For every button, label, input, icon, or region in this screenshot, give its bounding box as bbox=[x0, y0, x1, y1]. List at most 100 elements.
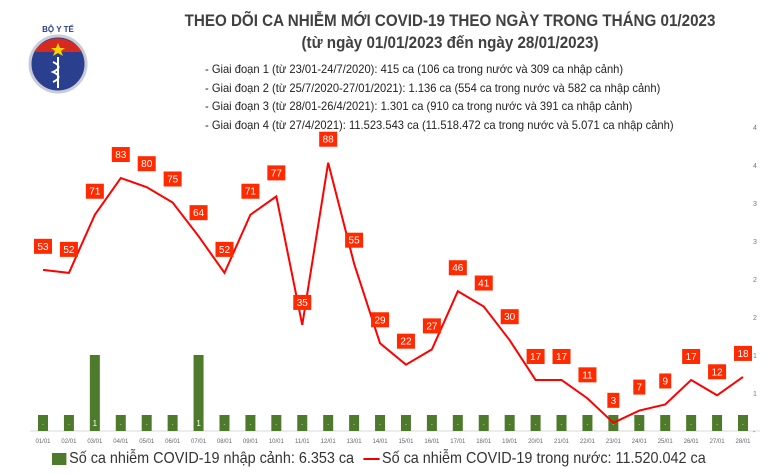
bar-data-label: 1 bbox=[93, 419, 98, 428]
phase-note: - Giai đoạn 4 (từ 27/4/2021): 11.523.543… bbox=[205, 117, 674, 132]
line-data-label: 12 bbox=[712, 367, 724, 378]
bar-data-label: - bbox=[535, 422, 537, 428]
line-data-label-bg bbox=[659, 373, 672, 389]
bar-data-label: - bbox=[431, 422, 433, 428]
bar-data-label: - bbox=[224, 422, 226, 428]
right-axis-tick-label: 3 bbox=[753, 239, 757, 246]
line-data-label: 75 bbox=[167, 175, 179, 186]
right-axis-tick-label: 4 bbox=[753, 163, 757, 170]
x-tick-label: 23/01 bbox=[606, 439, 622, 445]
x-tick-label: 01/01 bbox=[35, 439, 51, 445]
bar-imported bbox=[219, 415, 230, 431]
line-data-label-bg bbox=[59, 241, 78, 257]
x-tick-label: 10/01 bbox=[269, 439, 285, 445]
x-tick-label: 03/01 bbox=[87, 439, 103, 445]
line-data-label: 29 bbox=[374, 315, 386, 326]
bar-imported bbox=[245, 415, 256, 431]
line-data-label-bg bbox=[345, 232, 364, 248]
legend-line-swatch bbox=[363, 458, 380, 460]
x-tick-label: 24/01 bbox=[632, 439, 648, 445]
bar-imported bbox=[349, 415, 360, 431]
bar-imported bbox=[271, 415, 282, 431]
line-data-label: 27 bbox=[426, 321, 438, 332]
bar-imported bbox=[323, 415, 334, 431]
right-axis-tick-label: 3 bbox=[753, 201, 757, 208]
bar-data-label: - bbox=[690, 422, 692, 428]
line-data-label-bg bbox=[682, 348, 701, 364]
line-data-label: 83 bbox=[115, 150, 127, 161]
bar-data-label: - bbox=[742, 422, 744, 428]
x-tick-label: 08/01 bbox=[217, 439, 233, 445]
x-tick-label: 14/01 bbox=[373, 439, 389, 445]
bar-data-label: - bbox=[250, 422, 252, 428]
line-data-label: 52 bbox=[63, 245, 75, 256]
line-data-label: 46 bbox=[452, 263, 464, 274]
line-data-label-bg bbox=[137, 156, 156, 172]
chart-title: THEO DÕI CA NHIỄM MỚI COVID-19 THEO NGÀY… bbox=[184, 12, 716, 30]
line-data-label: 71 bbox=[89, 187, 101, 198]
bar-imported bbox=[38, 415, 48, 431]
right-axis-tick-label: - bbox=[753, 429, 756, 436]
line-data-label: 53 bbox=[37, 242, 49, 253]
bar-data-label: - bbox=[587, 422, 589, 428]
bar-imported bbox=[297, 415, 308, 431]
x-tick-label: 25/01 bbox=[658, 439, 674, 445]
bar-data-label: - bbox=[42, 422, 44, 428]
x-tick-label: 21/01 bbox=[554, 439, 570, 445]
bar-imported bbox=[712, 415, 723, 431]
bar-imported bbox=[582, 415, 593, 431]
line-data-label: 41 bbox=[478, 279, 490, 290]
bar-data-label: - bbox=[509, 422, 511, 428]
ministry-logo: BỘ Y TẾ bbox=[28, 24, 88, 94]
line-data-label-bg bbox=[189, 205, 208, 221]
x-tick-label: 02/01 bbox=[61, 439, 77, 445]
line-data-label-bg bbox=[215, 241, 234, 257]
bar-data-label: - bbox=[172, 422, 174, 428]
x-tick-label: 16/01 bbox=[424, 439, 440, 445]
right-axis-tick-label: 2 bbox=[753, 315, 757, 322]
phase-note: - Giai đoạn 1 (từ 23/01-24/7/2020): 415 … bbox=[205, 62, 624, 76]
bar-imported bbox=[375, 415, 386, 431]
x-tick-label: 09/01 bbox=[243, 439, 259, 445]
line-data-label-bg bbox=[319, 131, 338, 147]
bar-imported bbox=[686, 415, 697, 431]
phase-note: - Giai đoạn 2 (từ 25/7/2020-27/01/2021):… bbox=[205, 80, 661, 95]
line-data-label-bg bbox=[708, 364, 727, 380]
line-data-label-bg bbox=[474, 275, 493, 291]
line-data-label: 3 bbox=[611, 396, 617, 407]
line-domestic bbox=[42, 162, 744, 425]
phase-notes: - Giai đoạn 1 (từ 23/01-24/7/2020): 415 … bbox=[205, 60, 674, 134]
bar-data-label: - bbox=[275, 422, 277, 428]
x-tick-label: 12/01 bbox=[321, 439, 337, 445]
line-data-label-bg bbox=[34, 238, 52, 254]
bar-data-label: - bbox=[68, 422, 70, 428]
bar-imported bbox=[115, 415, 126, 431]
line-data-label-bg bbox=[396, 333, 415, 349]
bar-data-label: - bbox=[664, 422, 666, 428]
line-data-label: 77 bbox=[271, 168, 283, 179]
line-data-label: 55 bbox=[349, 236, 361, 247]
bar-imported bbox=[556, 415, 567, 431]
line-data-label: 11 bbox=[582, 370, 593, 381]
bar-imported bbox=[634, 415, 645, 431]
bar-data-label: - bbox=[353, 422, 355, 428]
x-tick-label: 07/01 bbox=[191, 439, 207, 445]
bar-imported bbox=[141, 415, 152, 431]
bar-data-label: - bbox=[483, 422, 485, 428]
bar-data-label: - bbox=[405, 422, 407, 428]
line-data-label: 35 bbox=[297, 298, 309, 309]
x-tick-label: 18/01 bbox=[476, 439, 492, 445]
bar-data-label: - bbox=[638, 422, 640, 428]
legend-domestic: Số ca nhiễm COVID-19 trong nước: 11.520.… bbox=[381, 450, 706, 467]
line-data-label: 88 bbox=[323, 135, 335, 146]
line-data-label-bg bbox=[371, 312, 390, 328]
line-data-label: 7 bbox=[637, 383, 643, 394]
bar-data-label: - bbox=[146, 422, 148, 428]
line-data-label: 18 bbox=[737, 349, 749, 360]
x-tick-label: 27/01 bbox=[710, 439, 726, 445]
x-tick-label: 15/01 bbox=[398, 439, 414, 445]
line-data-label: 52 bbox=[219, 245, 231, 256]
x-tick-label: 13/01 bbox=[347, 439, 363, 445]
